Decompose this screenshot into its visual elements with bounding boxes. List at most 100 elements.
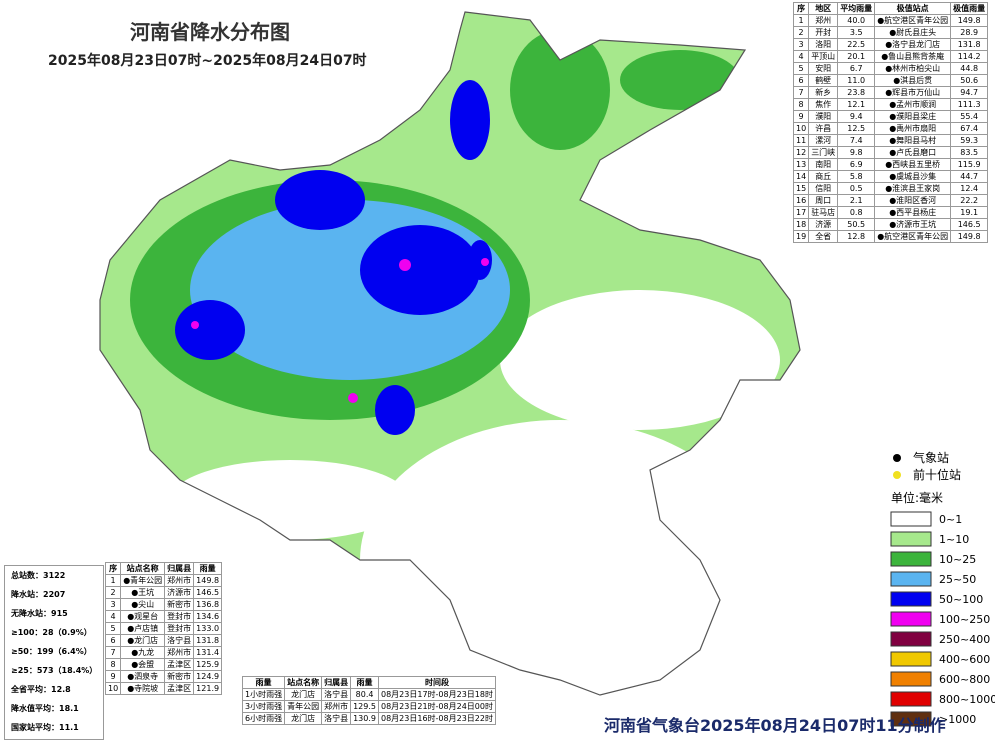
cell: 7 — [792, 86, 810, 99]
cell: ●王坑 — [120, 586, 166, 599]
cell: 7.4 — [837, 134, 876, 147]
cell: 青年公园 — [284, 700, 323, 713]
cell: ●辉县市万仙山 — [874, 86, 952, 99]
cell: ●禹州市扇阳 — [874, 122, 952, 135]
cell: 94.7 — [950, 86, 989, 99]
legend-label: 10~25 — [939, 553, 976, 566]
cell: ●西平县杨庄 — [874, 206, 952, 219]
cell: 三门峡 — [808, 146, 839, 159]
cell: 4 — [104, 610, 122, 623]
cell: 129.5 — [350, 700, 379, 713]
row: 3 ●尖山 新密市 136.8 — [104, 598, 223, 611]
cell: 郑州市 — [164, 646, 195, 659]
row: 5 安阳 6.7 ●林州市柏尖山 44.8 — [792, 62, 989, 75]
cell: 4 — [792, 50, 810, 63]
cell: 19.1 — [950, 206, 989, 219]
cell: 133.0 — [193, 622, 223, 635]
cell: 6小时雨强 — [241, 712, 286, 725]
province-border — [99, 11, 801, 696]
cell: 濮阳 — [808, 110, 839, 123]
cell: 16 — [792, 194, 810, 207]
row: 8 焦作 12.1 ●孟州市顺涧 111.3 — [792, 98, 989, 111]
cell: 12.1 — [837, 98, 876, 111]
cell: 67.4 — [950, 122, 989, 135]
cell: 焦作 — [808, 98, 839, 111]
cell: 5 — [104, 622, 122, 635]
row: 1小时雨强 龙门店 洛宁县 80.4 08月23日17时-08月23日18时 — [241, 688, 496, 701]
cell: 济源 — [808, 218, 839, 231]
legend-label: >1000 — [939, 713, 976, 726]
legend-label: 气象站 — [913, 450, 949, 465]
row: 6 鹤壁 11.0 ●淇县后贯 50.6 — [792, 74, 989, 87]
cell: 10 — [792, 122, 810, 135]
legend-swatch — [890, 671, 932, 687]
cell: 59.3 — [950, 134, 989, 147]
cell: 146.5 — [193, 586, 223, 599]
cell: 2 — [104, 586, 122, 599]
cell: 50.5 — [837, 218, 876, 231]
row: 7 新乡 23.8 ●辉县市万仙山 94.7 — [792, 86, 989, 99]
cell: 1 — [104, 574, 122, 587]
cell: ●航空港区青年公园 — [874, 14, 952, 27]
header-row: 序站点名称 归属县 雨量 — [104, 562, 223, 575]
header-cell: 极值站点 — [874, 2, 952, 15]
cell: 许昌 — [808, 122, 839, 135]
cell: ●九龙 — [120, 646, 166, 659]
row: 2 开封 3.5 ●尉氏县庄头 28.9 — [792, 26, 989, 39]
header-cell: 归属县 — [164, 562, 195, 575]
row: 1 ●青年公园 郑州市 149.8 — [104, 574, 223, 587]
legend-swatch — [890, 711, 932, 727]
stat: ≥100：28（0.9%） — [11, 628, 92, 637]
cell: 6 — [104, 634, 122, 647]
cell: 111.3 — [950, 98, 989, 111]
cell: 83.5 — [950, 146, 989, 159]
row: 19 全省 12.8 ●航空港区青年公园 149.8 — [792, 230, 989, 243]
cell: 2.1 — [837, 194, 876, 207]
cell: ●虞城县沙集 — [874, 170, 952, 183]
cell: 22.5 — [837, 38, 876, 51]
cell: 洛阳 — [808, 38, 839, 51]
cell: 136.8 — [193, 598, 223, 611]
cell: ●会盟 — [120, 658, 166, 671]
stat: 降水值平均：18.1 — [11, 704, 79, 713]
cell: 124.9 — [193, 670, 223, 683]
cell: 5 — [792, 62, 810, 75]
cell: ●淇县后贯 — [874, 74, 952, 87]
cell: 郑州市 — [164, 574, 195, 587]
cell: 孟津区 — [164, 682, 195, 695]
cell: 新密市 — [164, 670, 195, 683]
legend-swatch — [890, 691, 932, 707]
cell: ●卢店镇 — [120, 622, 166, 635]
legend-label: 600~800 — [939, 673, 990, 686]
cell: 3小时雨强 — [241, 700, 286, 713]
header-cell: 站点名称 — [120, 562, 166, 575]
cell: 3.5 — [837, 26, 876, 39]
cell: 08月23日16时-08月23日22时 — [378, 712, 496, 725]
legend-label: 800~1000 — [939, 693, 995, 706]
cell: 安阳 — [808, 62, 839, 75]
cell: ●林州市柏尖山 — [874, 62, 952, 75]
cell: 121.9 — [193, 682, 223, 695]
row: 15 信阳 0.5 ●淮滨县王家岗 12.4 — [792, 182, 989, 195]
row: 18 济源 50.5 ●济源市王坑 146.5 — [792, 218, 989, 231]
cell: 125.9 — [193, 658, 223, 671]
footer: 河南省气象台2025年08月24日07时11分制作 — [604, 716, 946, 735]
header-cell: 地区 — [808, 2, 839, 15]
cell: ●西峡县五里桥 — [874, 158, 952, 171]
cell: 08月23日17时-08月23日18时 — [378, 688, 496, 701]
cell: 驻马店 — [808, 206, 839, 219]
stat: 国家站平均：11.1 — [11, 723, 79, 732]
cell: 平顶山 — [808, 50, 839, 63]
cell: 洛宁县 — [321, 712, 352, 725]
cell: 12 — [792, 146, 810, 159]
stat: ≥50：199（6.4%） — [11, 647, 92, 656]
header-cell: 站点名称 — [284, 676, 323, 689]
cell: 新密市 — [164, 598, 195, 611]
cell: 12.4 — [950, 182, 989, 195]
cell: 9.4 — [837, 110, 876, 123]
cell: ●龙门店 — [120, 634, 166, 647]
cell: 信阳 — [808, 182, 839, 195]
cell: 20.1 — [837, 50, 876, 63]
